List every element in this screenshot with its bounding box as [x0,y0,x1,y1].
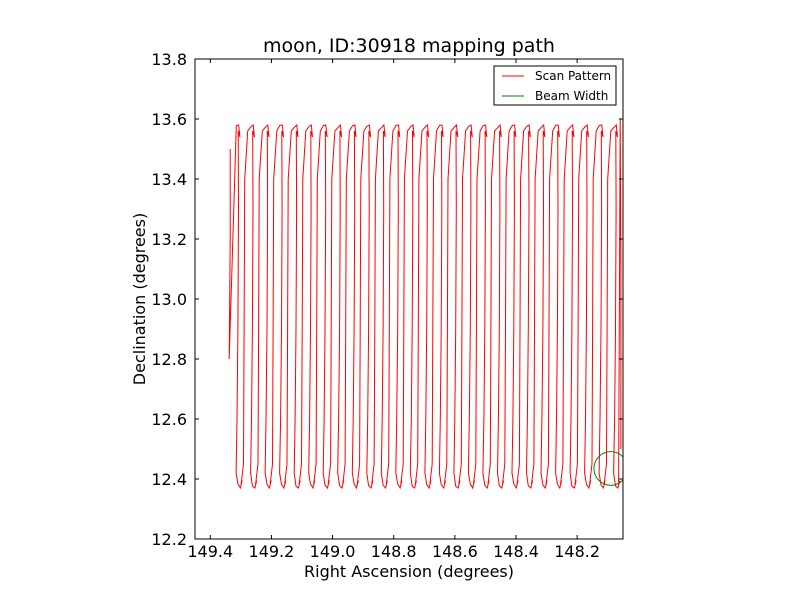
beam-width-circle [593,451,623,486]
y-axis-label: Declination (degrees) [130,213,149,385]
chart-title: moon, ID:30918 mapping path [263,35,555,57]
y-tick-label: 12.6 [151,410,187,429]
x-tick-label: 149.0 [310,542,356,561]
x-tick-label: 149.4 [187,542,233,561]
y-tick-label: 12.2 [151,530,187,549]
legend-label-beam-width: Beam Width [535,89,608,103]
x-tick-label: 148.2 [554,542,600,561]
y-tick-label: 13.2 [151,230,187,249]
x-tick-label: 148.4 [493,542,539,561]
x-tick-label: 148.6 [432,542,478,561]
y-tick-label: 12.4 [151,470,187,489]
plot-area [228,118,623,490]
x-tick-label: 149.2 [249,542,295,561]
y-tick-label: 13.8 [151,50,187,69]
y-axis: 12.2 12.4 12.6 12.8 13.0 13.2 13.4 13.6 13.8 [151,50,623,549]
legend-label-scan-pattern: Scan Pattern [535,69,611,83]
y-tick-label: 13.6 [151,110,187,129]
legend-box [493,65,617,106]
x-axis: 149.4 149.2 149.0 148.8 148.6 148.4 148.2 [187,59,600,561]
x-axis-label: Right Ascension (degrees) [304,562,514,581]
scan-pattern-line [228,118,622,490]
y-tick-label: 12.8 [151,350,187,369]
y-tick-label: 13.4 [151,170,187,189]
x-tick-label: 148.8 [371,542,417,561]
y-tick-label: 13.0 [151,290,187,309]
legend: Scan Pattern Beam Width [493,65,617,106]
